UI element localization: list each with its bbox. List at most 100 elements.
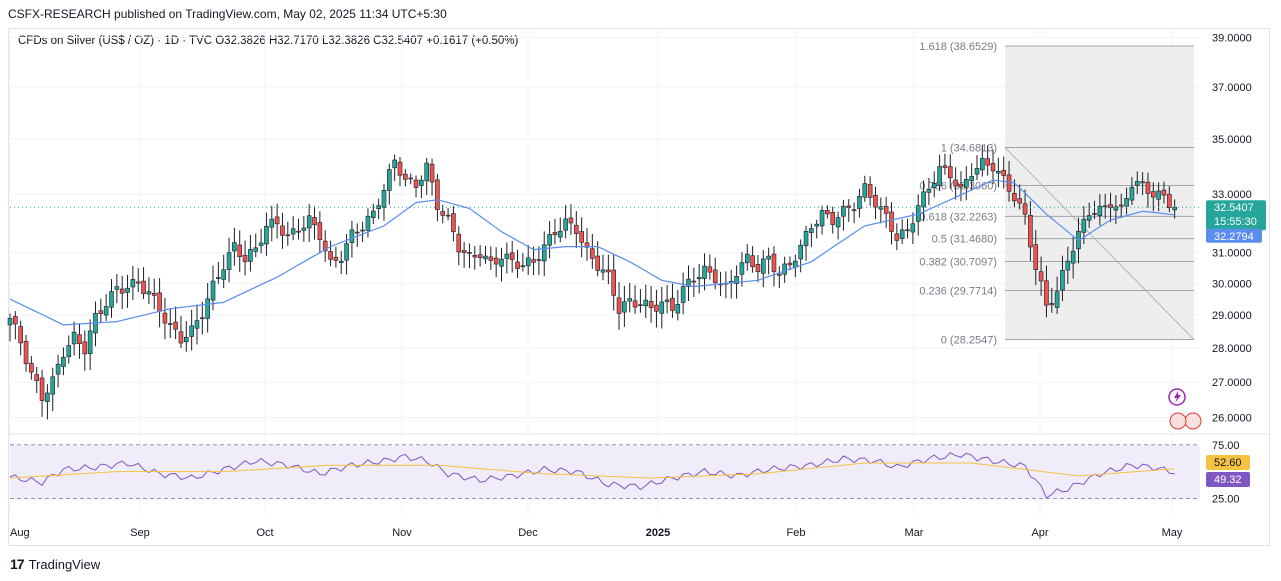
candle-body: [248, 249, 253, 262]
candle-body: [328, 251, 333, 260]
candle-body: [403, 173, 408, 180]
candle-body: [1033, 244, 1039, 270]
candle-body: [964, 178, 969, 188]
candle-body: [360, 229, 365, 232]
candle-body: [157, 292, 162, 312]
candle-body: [429, 163, 435, 183]
candle-body: [451, 213, 456, 233]
candle-body: [114, 286, 120, 290]
time-axis: Aug Sep Oct Nov Dec 2025 Feb Mar Apr May: [10, 527, 1183, 539]
candle-body: [1022, 203, 1028, 215]
candle-body: [1017, 198, 1023, 204]
fib-trend-line: [1004, 147, 1195, 340]
candle-body: [387, 169, 392, 191]
candle-body: [408, 177, 413, 180]
candle-body: [61, 356, 66, 367]
candle-body: [1038, 271, 1044, 282]
candle-body: [1118, 204, 1124, 207]
price-axis: 39.0000 37.0000 35.0000 33.0000 31.0000 30.00…: [1206, 33, 1266, 506]
price-tick-label: 29.0000: [1212, 310, 1252, 322]
candle-body: [296, 230, 301, 233]
candle-body: [1167, 193, 1172, 208]
price-tick-label: 26.0000: [1212, 412, 1252, 424]
candle-body: [691, 280, 697, 283]
candle-body: [942, 165, 948, 168]
candle-body: [221, 269, 226, 280]
candle-body: [809, 228, 814, 233]
candle-body: [7, 318, 13, 326]
candle-body: [707, 266, 713, 273]
candle-body: [525, 257, 531, 267]
brand-name: TradingView: [28, 556, 101, 572]
candle-body: [905, 229, 910, 232]
candle-body: [825, 210, 830, 215]
candle-body: [87, 330, 93, 355]
candle-body: [590, 248, 595, 259]
candle-body: [381, 190, 387, 208]
candle-body: [563, 218, 568, 231]
candle-body: [103, 306, 109, 316]
candle-body: [226, 252, 232, 270]
candle-body: [680, 286, 686, 303]
rsi-tick-label: 75.00: [1212, 440, 1240, 452]
candle-body: [125, 287, 130, 293]
candle-body: [1097, 206, 1103, 217]
candle-body: [242, 254, 248, 263]
candle-body: [883, 205, 889, 214]
fib-level-label: 0.618 (32.2263): [919, 211, 997, 223]
candle-body: [419, 179, 424, 186]
candle-body: [659, 301, 665, 314]
price-tick-label: 35.0000: [1212, 134, 1252, 146]
rsi-value-badge: [1206, 472, 1250, 487]
candle-body: [798, 244, 803, 260]
price-tick-label: 30.0000: [1212, 278, 1252, 290]
candle-body: [232, 242, 237, 252]
candle-body: [1113, 206, 1119, 211]
candle-body: [702, 265, 707, 279]
candle-body: [397, 161, 403, 176]
candle-body: [488, 256, 494, 261]
us-flag-icon: [1169, 412, 1187, 430]
moving-average: [9, 179, 1200, 326]
candle-body: [1140, 181, 1145, 184]
ma-value-label: 32.2794: [1214, 231, 1254, 243]
candle-body: [910, 223, 916, 233]
candle-body: [29, 362, 34, 373]
time-tick-label: 2025: [646, 527, 670, 539]
price-tick-label: 28.0000: [1212, 343, 1252, 355]
time-tick-label: Feb: [787, 527, 806, 539]
candle-body: [370, 210, 376, 218]
candle-body: [445, 214, 451, 217]
candle-body: [274, 216, 280, 225]
candle-body: [947, 166, 953, 179]
candle-body: [926, 189, 932, 193]
candle-body: [71, 331, 77, 345]
candle-body: [579, 231, 584, 243]
candle-body: [974, 168, 980, 175]
ma-value-badge: [1206, 228, 1262, 243]
price-tick-label: 39.0000: [1212, 33, 1252, 45]
candle-body: [921, 191, 926, 208]
candle-body: [1161, 189, 1167, 196]
candle-body: [953, 179, 958, 187]
candle-body: [1054, 291, 1060, 308]
candle-body: [894, 233, 900, 241]
candle-body: [862, 183, 868, 198]
candle-body: [664, 299, 670, 302]
fib-level-label: 0.5 (31.4680): [932, 234, 997, 246]
candle-body: [515, 261, 520, 269]
candles: [7, 145, 1177, 420]
candle-body: [119, 288, 125, 294]
candle-body: [1108, 204, 1113, 209]
time-tick-label: Dec: [518, 527, 538, 539]
candle-body: [1065, 260, 1071, 271]
candle-body: [627, 298, 633, 302]
candle-body: [467, 252, 472, 254]
candle-body: [141, 280, 146, 295]
rsi-tick-label: 25.00: [1212, 494, 1240, 506]
rsi-ma-line: [9, 462, 1175, 479]
candle-body: [173, 321, 178, 330]
candle-body: [568, 217, 574, 224]
candle-body: [622, 301, 627, 313]
